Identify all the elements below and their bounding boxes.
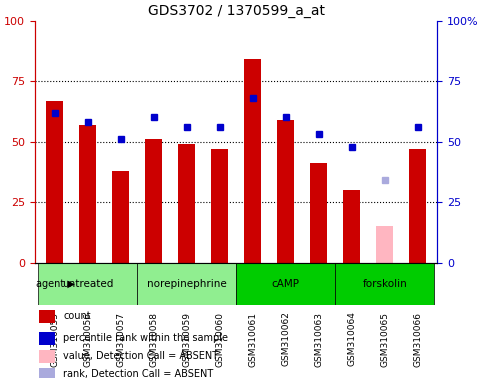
Text: agent ▶: agent ▶	[36, 279, 74, 289]
FancyBboxPatch shape	[137, 263, 236, 305]
Bar	[145, 139, 162, 263]
Text: forskolin: forskolin	[362, 279, 407, 289]
Bar	[212, 149, 228, 263]
Text: cAMP: cAMP	[271, 279, 299, 289]
Text: GSM310059: GSM310059	[182, 311, 191, 367]
Text: value, Detection Call = ABSENT: value, Detection Call = ABSENT	[63, 351, 218, 361]
Bar	[39, 368, 55, 381]
Bar	[178, 144, 195, 263]
FancyBboxPatch shape	[38, 263, 137, 305]
Bar	[39, 350, 55, 363]
Text: GSM310066: GSM310066	[413, 311, 422, 367]
Text: GSM310065: GSM310065	[380, 311, 389, 367]
Text: GSM310056: GSM310056	[83, 311, 92, 367]
Text: GSM310064: GSM310064	[347, 311, 356, 366]
Text: GSM310058: GSM310058	[149, 311, 158, 367]
FancyBboxPatch shape	[335, 263, 434, 305]
Bar	[79, 125, 96, 263]
Bar	[376, 227, 393, 263]
Bar	[39, 332, 55, 345]
Text: GSM310057: GSM310057	[116, 311, 125, 367]
Text: GSM310063: GSM310063	[314, 311, 323, 367]
Text: percentile rank within the sample: percentile rank within the sample	[63, 333, 228, 343]
Text: GSM310055: GSM310055	[50, 311, 59, 367]
Text: GSM310060: GSM310060	[215, 311, 224, 367]
Bar	[244, 60, 261, 263]
FancyBboxPatch shape	[236, 263, 335, 305]
Text: norepinephrine: norepinephrine	[147, 279, 227, 289]
Bar	[311, 164, 327, 263]
Bar	[277, 120, 294, 263]
Text: GSM310061: GSM310061	[248, 311, 257, 367]
Bar	[39, 310, 55, 323]
Text: untreated: untreated	[62, 279, 114, 289]
Bar	[410, 149, 426, 263]
Text: count: count	[63, 311, 91, 321]
Title: GDS3702 / 1370599_a_at: GDS3702 / 1370599_a_at	[148, 4, 325, 18]
Bar	[113, 171, 129, 263]
Text: GSM310062: GSM310062	[281, 311, 290, 366]
Text: rank, Detection Call = ABSENT: rank, Detection Call = ABSENT	[63, 369, 213, 379]
Bar	[343, 190, 360, 263]
Bar	[46, 101, 63, 263]
